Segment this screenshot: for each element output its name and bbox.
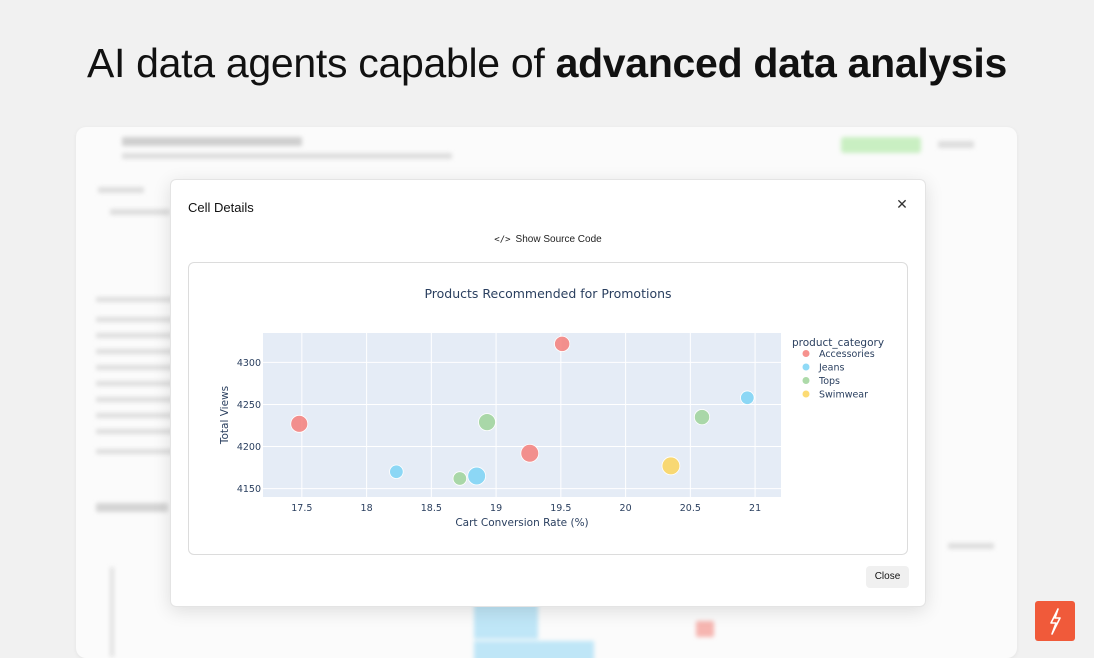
background-bar (474, 603, 538, 639)
headline-regular: AI data agents capable of (86, 40, 556, 86)
point-jeans (740, 390, 755, 405)
headline-bold: advanced data analysis (555, 40, 1008, 86)
background-red-square (696, 621, 714, 637)
chart-title: Products Recommended for Promotions (424, 286, 671, 301)
legend-title: product_category (792, 337, 884, 349)
background-line (96, 297, 174, 302)
x-tick-label: 21 (749, 503, 761, 514)
headline: AI data agents capable of advanced data … (0, 40, 1094, 87)
grid-lines (263, 333, 781, 497)
background-line (96, 333, 174, 338)
point-jeans (467, 466, 487, 486)
y-tick-label: 4150 (237, 484, 261, 495)
point-accessories (520, 443, 540, 463)
x-axis-label: Cart Conversion Rate (%) (455, 517, 588, 529)
background-title-line (122, 137, 302, 146)
background-subtitle-line (122, 153, 452, 159)
x-tick-label: 20 (620, 503, 632, 514)
data-points (290, 335, 755, 486)
background-line (96, 365, 174, 370)
close-button[interactable]: Close (866, 566, 909, 588)
point-accessories (554, 335, 571, 352)
scatter-chart: Products Recommended for Promotions 17.5… (219, 286, 884, 529)
y-tick-label: 4300 (237, 358, 261, 369)
legend: product_category Accessories Jeans Tops Swi… (792, 337, 884, 401)
point-swimwear (661, 456, 681, 476)
point-tops (478, 413, 496, 432)
x-tick-label: 20.5 (680, 503, 701, 514)
cell-details-modal: Cell Details ✕ </> Show Source Code Produ… (170, 179, 926, 607)
legend-item-label: Jeans (818, 363, 844, 374)
background-line (96, 413, 174, 418)
legend-item-label: Accessories (819, 349, 875, 360)
background-line (96, 429, 174, 434)
background-bar (474, 641, 594, 658)
code-icon: </> (494, 235, 511, 245)
background-line (96, 397, 174, 402)
background-line (96, 449, 174, 454)
background-line (110, 209, 170, 215)
background-line (96, 349, 174, 354)
show-source-code-label: Show Source Code (515, 234, 602, 245)
background-share-line (938, 141, 974, 148)
legend-item-label: Swimwear (819, 390, 868, 401)
point-tops (452, 471, 468, 486)
x-tick-label: 18.5 (421, 503, 442, 514)
background-line (96, 317, 174, 322)
x-tick-label: 19.5 (550, 503, 571, 514)
lightning-logo-icon (1050, 608, 1061, 635)
x-tick-label: 17.5 (291, 503, 312, 514)
y-axis-label: Total Views (219, 386, 231, 445)
background-line (96, 381, 174, 386)
legend-item-label: Tops (818, 376, 840, 387)
background-axis-line (110, 567, 114, 657)
point-accessories (290, 414, 309, 433)
x-tick-label: 18 (361, 503, 373, 514)
modal-title: Cell Details (188, 200, 254, 215)
show-source-code-button[interactable]: </> Show Source Code (171, 234, 925, 245)
x-tick-label: 19 (490, 503, 502, 514)
point-jeans (389, 464, 404, 479)
background-line (98, 187, 144, 193)
background-button (841, 137, 921, 153)
background-line (948, 543, 994, 549)
legend-marker (802, 363, 810, 371)
brand-logo (1035, 601, 1075, 641)
chart-card: Products Recommended for Promotions 17.5… (188, 262, 908, 555)
legend-marker (802, 390, 810, 398)
axis-ticks: 17.5 18 18.5 19 19.5 20 20.5 21 4150 4200 4250 4300 (237, 358, 761, 514)
legend-marker (802, 350, 810, 357)
background-section-title-line (96, 503, 168, 512)
close-icon[interactable]: ✕ (896, 197, 908, 213)
point-tops (693, 409, 711, 426)
y-tick-label: 4200 (237, 442, 261, 453)
y-tick-label: 4250 (237, 400, 261, 411)
legend-marker (802, 377, 810, 384)
